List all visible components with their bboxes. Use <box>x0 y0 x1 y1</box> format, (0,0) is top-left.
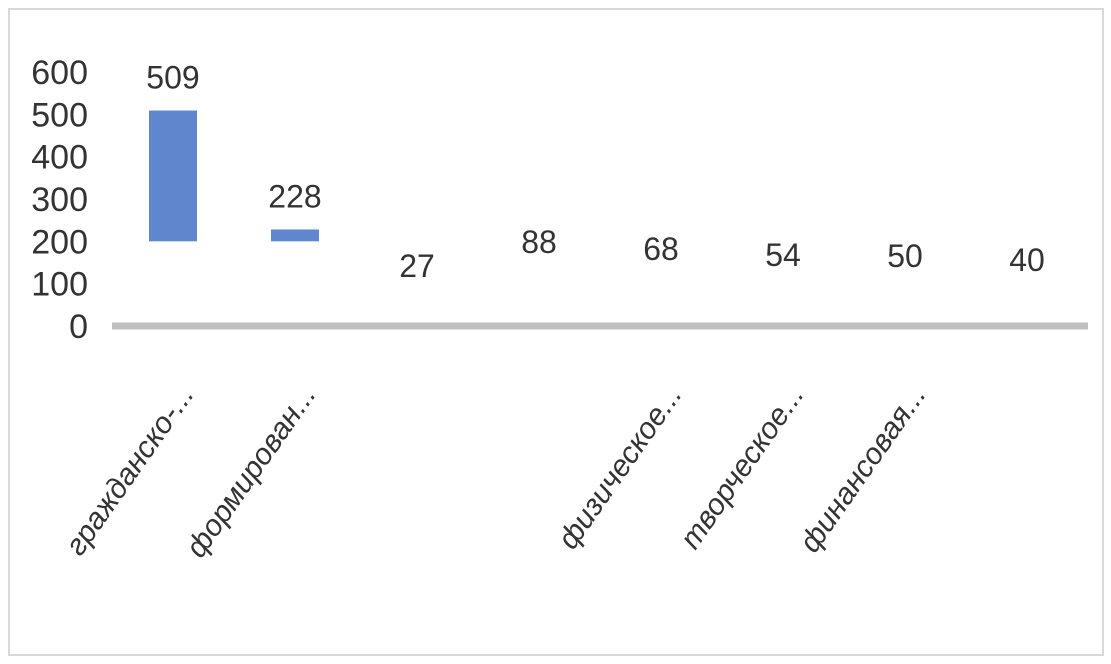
y-tick-label: 200 <box>31 223 88 261</box>
data-labels: 509 228 27 88 68 54 50 40 <box>146 60 1044 284</box>
category-label: физическое... <box>552 379 689 555</box>
data-label: 509 <box>146 60 199 96</box>
category-label: финансовая... <box>793 379 932 558</box>
data-label: 40 <box>1009 242 1045 278</box>
y-tick-label: 500 <box>31 96 88 134</box>
chart-frame: 0 100 200 300 400 500 600 509 228 27 88 68 54 50 40 г… <box>8 8 1104 656</box>
data-label: 54 <box>765 237 801 273</box>
data-label: 228 <box>268 178 321 214</box>
data-label: 27 <box>399 248 435 284</box>
category-label: формирован... <box>180 379 323 564</box>
bar <box>271 229 319 242</box>
y-tick-label: 100 <box>31 266 88 304</box>
data-label: 88 <box>521 224 557 260</box>
bars <box>149 110 319 242</box>
data-label: 50 <box>887 238 923 274</box>
y-tick-label: 600 <box>31 54 88 92</box>
bar <box>149 110 197 242</box>
data-label: 68 <box>643 231 679 267</box>
category-labels: гражданско-...формирован... физическое...… <box>59 379 932 564</box>
y-tick-label: 300 <box>31 181 88 219</box>
y-tick-label: 400 <box>31 139 88 177</box>
category-label: творческое... <box>674 379 811 555</box>
category-label: гражданско-... <box>59 379 200 561</box>
bar-chart: 0 100 200 300 400 500 600 509 228 27 88 68 54 50 40 г… <box>31 54 1088 564</box>
y-axis-ticks: 0 100 200 300 400 500 600 <box>31 54 88 346</box>
y-tick-label: 0 <box>69 308 88 346</box>
